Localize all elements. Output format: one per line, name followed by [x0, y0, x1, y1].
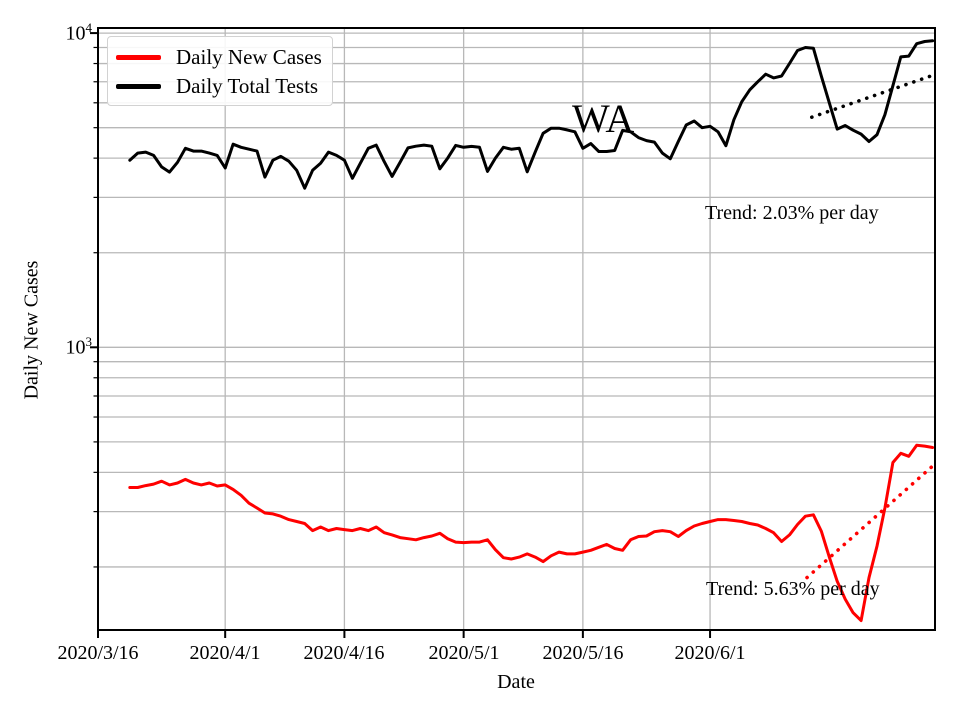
x-axis-label: Date: [497, 671, 535, 693]
trend-line-daily-total-tests: [809, 73, 936, 119]
y-axis-label: Daily New Cases: [20, 260, 43, 400]
legend-line-sample-tests: [116, 84, 161, 89]
x-tick-label: 2020/4/16: [303, 642, 385, 664]
x-tick-label: 2020/6/1: [674, 642, 746, 664]
x-tick-label: 2020/5/16: [542, 642, 624, 664]
y-tick-label-1e3: 103: [65, 334, 93, 359]
series-line-daily-total-tests: [128, 39, 935, 190]
legend-line-sample-cases: [116, 55, 161, 60]
plot-frame: [97, 27, 936, 631]
legend-entry: Daily Total Tests: [116, 72, 332, 101]
x-tick-label: 2020/5/1: [428, 642, 500, 664]
state-annotation: WA: [572, 96, 635, 141]
trend-line-daily-new-cases: [805, 463, 936, 580]
legend-label: Daily Total Tests: [176, 74, 319, 98]
legend-entry: Daily New Cases: [116, 43, 332, 72]
cases-trend-label: Trend: 5.63% per day: [706, 578, 880, 600]
series-line-daily-new-cases: [128, 443, 935, 623]
legend: Daily New Cases Daily Total Tests: [107, 36, 333, 106]
tests-trend-label: Trend: 2.03% per day: [705, 202, 879, 224]
x-tick-label: 2020/3/16: [57, 642, 139, 664]
legend-label: Daily New Cases: [176, 45, 322, 69]
x-tick-label: 2020/4/1: [189, 642, 261, 664]
y-tick-label-1e4: 104: [65, 20, 93, 45]
